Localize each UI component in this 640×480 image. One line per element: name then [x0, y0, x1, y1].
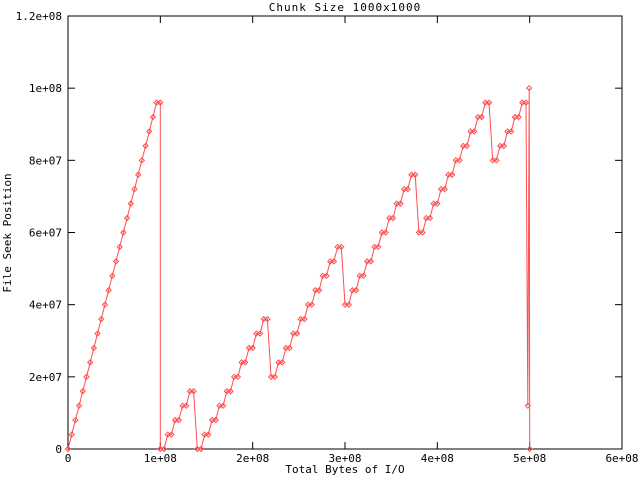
- data-point-marker: [286, 344, 293, 352]
- data-point-marker: [485, 99, 493, 106]
- data-point-marker: [525, 84, 533, 92]
- data-point-marker: [64, 445, 72, 453]
- data-point-marker: [471, 128, 478, 135]
- data-point-marker: [219, 402, 227, 409]
- data-point-marker: [79, 388, 86, 395]
- data-point-marker: [98, 315, 105, 323]
- data-point-marker: [197, 445, 205, 453]
- data-point-marker: [526, 445, 533, 453]
- data-point-marker: [175, 416, 183, 424]
- plot-border: [67, 15, 623, 450]
- data-point-marker: [190, 388, 197, 395]
- data-point-marker: [419, 229, 426, 236]
- chart-title: Chunk Size 1000x1000: [268, 1, 422, 14]
- y-tick-label: 1e+08: [29, 82, 62, 95]
- data-point-marker: [160, 445, 168, 453]
- data-point-marker: [426, 214, 434, 222]
- x-axis-title: Total Bytes of I/O: [285, 463, 405, 476]
- x-tick-label: 2e+08: [236, 452, 269, 465]
- data-point-marker: [109, 272, 116, 280]
- data-point-marker: [90, 344, 98, 352]
- data-point-marker: [142, 142, 149, 150]
- data-point-marker: [515, 113, 522, 121]
- data-point-marker: [168, 431, 175, 438]
- data-point-marker: [522, 99, 530, 106]
- data-point-marker: [94, 330, 101, 337]
- data-point-marker: [279, 359, 286, 366]
- y-tick-label: 8e+07: [29, 154, 62, 167]
- data-point-marker: [134, 171, 142, 178]
- data-point-marker: [105, 287, 112, 294]
- y-tick-label: 4e+07: [29, 299, 62, 312]
- data-point-marker: [83, 373, 90, 381]
- data-point-marker: [493, 157, 500, 164]
- data-point-marker: [524, 402, 532, 409]
- data-point-marker: [301, 315, 308, 323]
- y-tick-label: 6e+07: [29, 227, 62, 240]
- data-point-marker: [242, 359, 249, 366]
- data-point-marker: [456, 157, 463, 164]
- data-point-marker: [448, 171, 456, 178]
- y-tick-label: 2e+07: [29, 371, 62, 384]
- data-point-marker: [352, 287, 360, 294]
- data-point-marker: [500, 142, 508, 150]
- data-point-marker: [123, 214, 131, 222]
- data-point-marker: [271, 373, 279, 381]
- data-point-marker: [182, 402, 190, 409]
- x-tick-label: 0: [65, 452, 72, 465]
- data-point-marker: [101, 301, 109, 308]
- x-tick-label: 1e+08: [144, 452, 177, 465]
- y-tick-label: 0: [55, 443, 62, 456]
- data-point-marker: [308, 301, 315, 308]
- data-point-marker: [507, 128, 515, 135]
- data-point-marker: [293, 330, 301, 337]
- data-point-marker: [434, 200, 441, 207]
- x-tick-label: 6e+08: [605, 452, 638, 465]
- data-point-marker: [146, 128, 153, 135]
- data-point-marker: [127, 200, 134, 207]
- data-point-marker: [227, 388, 234, 395]
- data-point-marker: [382, 229, 389, 236]
- data-point-marker: [75, 402, 83, 409]
- data-point-marker: [112, 258, 120, 265]
- data-point-marker: [86, 359, 94, 366]
- data-point-marker: [68, 431, 75, 438]
- data-point-marker: [404, 185, 411, 193]
- data-point-marker: [323, 272, 330, 280]
- data-point-marker: [131, 185, 138, 193]
- y-tick-label: 1.2e+08: [16, 10, 62, 23]
- data-point-marker: [360, 272, 367, 280]
- x-tick-label: 4e+08: [421, 452, 454, 465]
- data-point-marker: [264, 315, 271, 323]
- data-point-marker: [157, 99, 164, 106]
- data-point-marker: [72, 416, 79, 424]
- data-point-marker: [338, 243, 345, 251]
- data-point-marker: [116, 243, 123, 251]
- data-point-marker: [149, 113, 157, 121]
- data-point-marker: [375, 243, 382, 251]
- y-axis-title: File Seek Position: [1, 173, 14, 293]
- x-tick-label: 5e+08: [513, 452, 546, 465]
- file-seek-position-line: [67, 88, 531, 450]
- data-point-marker: [212, 416, 219, 424]
- data-point-marker: [315, 287, 323, 294]
- data-point-marker: [256, 330, 264, 337]
- data-point-marker: [441, 185, 448, 193]
- data-point-marker: [411, 171, 419, 178]
- data-point-marker: [205, 431, 212, 438]
- data-point-marker: [367, 258, 375, 265]
- data-point-marker: [463, 142, 471, 150]
- data-point-marker: [389, 214, 397, 222]
- data-point-marker: [234, 373, 242, 381]
- data-point-marker: [330, 258, 338, 265]
- data-point-marker: [397, 200, 404, 207]
- data-point-marker: [120, 229, 127, 236]
- data-point-marker: [249, 344, 256, 352]
- x-tick-label: 3e+08: [328, 452, 361, 465]
- data-point-marker: [345, 301, 352, 308]
- data-point-marker: [138, 157, 146, 164]
- data-point-marker: [478, 113, 485, 121]
